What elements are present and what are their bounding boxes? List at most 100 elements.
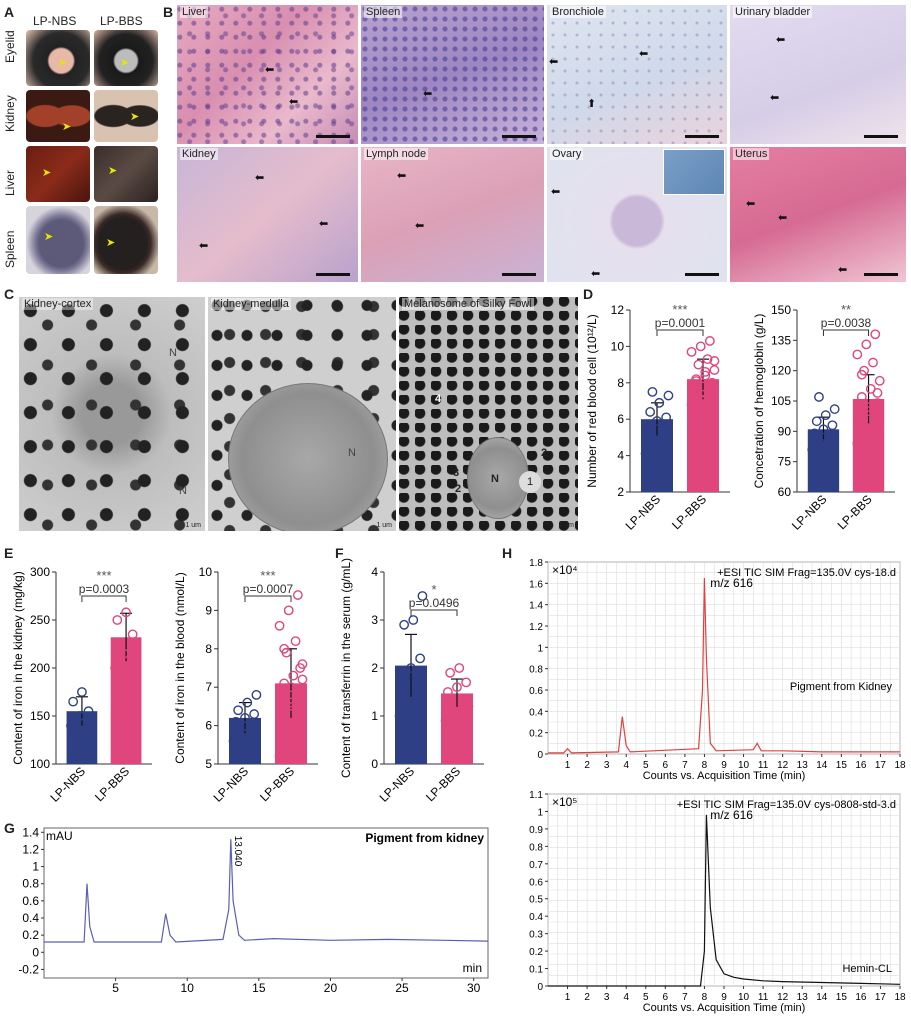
- data-point: [827, 420, 838, 431]
- x-tick-label: 30: [467, 981, 481, 995]
- arrow-icon: ➤: [120, 57, 130, 69]
- y-tick-label: 0.4: [529, 912, 543, 923]
- data-point: [874, 375, 885, 386]
- y-tick-label: 1: [537, 643, 543, 654]
- data-point: [854, 412, 865, 423]
- x-tick-label: 18: [894, 992, 906, 1003]
- data-point: [288, 701, 299, 712]
- arrow-icon: ⬅: [770, 92, 780, 104]
- data-point: [695, 394, 706, 405]
- y-tick-label: 1.2: [529, 622, 543, 633]
- y-tick-label: 1: [32, 860, 39, 874]
- data-point: [442, 687, 453, 697]
- tile-label: Spleen: [364, 6, 403, 18]
- data-point: [454, 663, 465, 673]
- scale-bar: [864, 135, 898, 138]
- row-label-kidney: Kidney: [3, 95, 17, 132]
- data-point: [825, 432, 836, 443]
- data-point: [276, 709, 287, 719]
- arrow-icon: ➤: [44, 231, 54, 243]
- scale-bar: [316, 135, 350, 138]
- y-tick-label: 0.6: [22, 894, 39, 908]
- y-tick-label: 0: [371, 757, 378, 771]
- data-point: [868, 357, 878, 368]
- data-point: [449, 706, 460, 717]
- x-tick-label: LP-BBS: [257, 764, 297, 804]
- data-point: [698, 381, 708, 392]
- melanosome-number: 2: [541, 447, 548, 459]
- y-tick-label: 150: [771, 303, 791, 317]
- peak-label: 13.040: [232, 836, 243, 867]
- x-tick-label: 17: [875, 992, 887, 1003]
- data-point: [700, 366, 711, 377]
- arrow-icon: ⬅: [199, 240, 209, 252]
- x-tick-label: 16: [855, 992, 867, 1003]
- data-point: [691, 376, 702, 386]
- x-tick-label: 15: [836, 992, 848, 1003]
- x-tick-label: 14: [816, 760, 828, 771]
- x-tick-label: LP-BBS: [835, 492, 875, 532]
- arrow-icon: ⬅: [397, 170, 407, 182]
- scale-bar: [864, 273, 898, 276]
- data-point: [704, 390, 715, 401]
- y-axis-title: Content of iron in the blood (nmol/L): [173, 572, 187, 763]
- y-tick-label: 0.8: [529, 842, 543, 853]
- tile-label: Liver: [180, 6, 208, 18]
- data-point: [292, 720, 303, 731]
- data-point: [856, 369, 867, 380]
- significance-stars: ***: [96, 568, 111, 583]
- data-point: [811, 416, 822, 427]
- arrow-icon: ⬅: [415, 220, 425, 232]
- data-point: [274, 620, 285, 631]
- data-point: [394, 711, 405, 721]
- panel-label-e: E: [4, 545, 14, 561]
- y-tick-label: 6: [617, 412, 624, 426]
- y-tick-label: 6: [205, 719, 212, 733]
- y-tick-label: 100: [30, 757, 50, 771]
- x-tick-label: 11: [758, 760, 769, 771]
- data-point: [290, 636, 301, 647]
- data-point: [829, 404, 840, 414]
- x-tick-label: 11: [758, 992, 769, 1003]
- x-tick-label: 12: [777, 992, 789, 1003]
- x-tick-label: 3: [604, 760, 610, 771]
- data-point: [249, 709, 260, 719]
- tile-label: Bronchiole: [550, 6, 606, 18]
- data-point: [818, 424, 829, 435]
- data-point: [686, 399, 697, 410]
- inset-image: [663, 149, 725, 195]
- data-point: [707, 377, 718, 388]
- y-tick-label: 1.4: [22, 825, 39, 839]
- x-tick-label: 25: [395, 981, 409, 995]
- nucleus-label: N: [348, 447, 356, 459]
- data-point: [283, 736, 294, 746]
- arrow-icon: ⬅: [551, 186, 561, 198]
- data-point: [110, 663, 121, 673]
- data-point: [295, 663, 306, 673]
- x-unit-label: min: [463, 961, 482, 975]
- y-tick-label: 1.1: [529, 790, 543, 801]
- peak-annotation: m/z 616: [710, 576, 753, 590]
- photo-liver-nbs: [26, 146, 90, 202]
- data-point: [283, 605, 294, 616]
- x-tick-label: 14: [816, 992, 828, 1003]
- x-tick-label: 1: [565, 992, 571, 1003]
- y-tick-label: 1: [537, 807, 543, 818]
- significance-bracket: [244, 595, 292, 602]
- x-tick-label: 20: [324, 981, 338, 995]
- y-axis-title: Number of red blood cell (10¹²/L): [585, 314, 599, 487]
- tile-label: Uterus: [733, 148, 770, 160]
- y-tick-label: 1: [371, 709, 378, 723]
- y-tick-label: -0.2: [18, 962, 39, 976]
- x-tick-label: 2: [584, 760, 590, 771]
- data-point: [251, 689, 262, 700]
- y-tick-label: 0.3: [529, 930, 543, 941]
- y-tick-label: 0.2: [22, 928, 39, 942]
- y-tick-label: 0: [32, 945, 39, 959]
- y-tick-label: 4: [371, 565, 378, 579]
- row-label-spleen: Spleen: [3, 230, 17, 268]
- trace-label: Pigment from Kidney: [790, 681, 893, 693]
- nucleus-label: N: [179, 485, 187, 497]
- y-tick-label: 250: [30, 613, 50, 627]
- x-tick-label: 18: [894, 760, 906, 771]
